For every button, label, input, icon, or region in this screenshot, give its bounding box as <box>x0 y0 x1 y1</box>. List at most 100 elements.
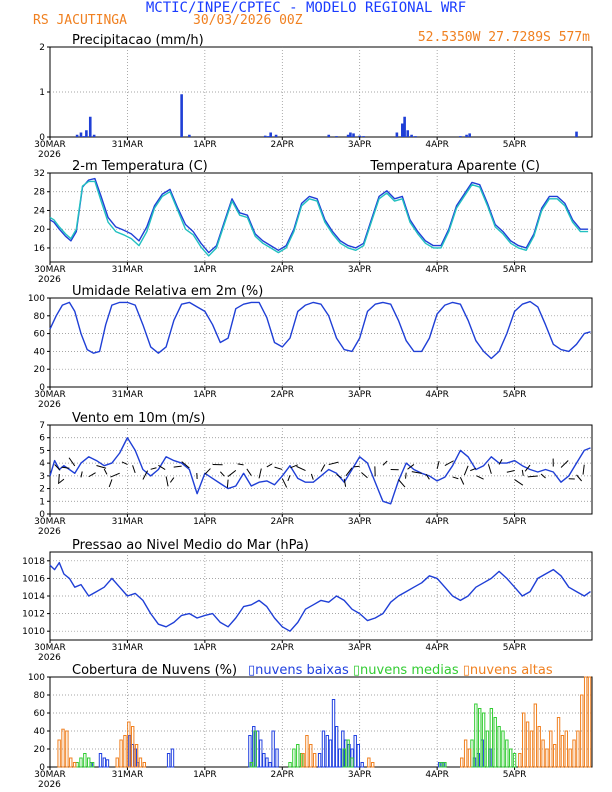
wind-vector <box>226 479 229 488</box>
wind-vector <box>258 468 262 479</box>
wind-vector <box>527 475 538 478</box>
cloud-bar-medias <box>474 703 478 768</box>
cloud-bar-altas <box>552 744 557 768</box>
cloud-bar-baixas <box>360 762 364 768</box>
wind-vector <box>514 479 524 486</box>
wind-vector <box>470 467 477 472</box>
wind-vector <box>281 478 288 488</box>
precip-bar <box>468 133 471 137</box>
x-year-label: 2026 <box>38 527 61 537</box>
x-tick-label: 5APR <box>503 643 527 653</box>
wind-vector <box>237 463 244 466</box>
cloud-bar-altas <box>522 712 526 768</box>
panel-umid: 30MAR 31MAR 1APR 2APR 3APR 4APR 5APR 2026 0 20 40 6… <box>28 284 593 410</box>
y-tick-label: 1010 <box>22 627 45 637</box>
cloud-bar-altas <box>305 735 309 768</box>
y-tick-label: 0 <box>39 133 45 143</box>
cloud-bar-altas <box>127 721 131 768</box>
wind-vector <box>345 467 353 477</box>
cloud-legend-item-1: ▯nuvens medias <box>349 663 459 678</box>
x-tick-label: 4APR <box>425 770 449 780</box>
cloud-bar-baixas <box>338 748 342 768</box>
wind-vector <box>343 478 347 487</box>
cloud-bar-medias <box>501 730 505 768</box>
wind-vector <box>540 473 546 479</box>
x-tick-label: 31MAR <box>112 643 144 653</box>
cloud-bar-baixas <box>328 739 333 768</box>
wind-vector <box>425 474 430 480</box>
cloud-bar-altas <box>463 739 468 768</box>
y-tick-label: 40 <box>34 727 46 737</box>
cloud-bar-medias <box>253 730 257 768</box>
cloud-bar-altas <box>115 757 119 768</box>
cloud-bar-baixas <box>353 735 357 768</box>
cloud-bar-altas <box>312 753 317 768</box>
cloud-bar-altas <box>576 730 580 768</box>
cloud-bar-medias <box>342 748 346 768</box>
wind-vector <box>80 471 83 478</box>
cloud-bar-altas <box>525 721 530 768</box>
cloud-bar-medias <box>90 762 95 768</box>
cloud-bar-altas <box>541 739 545 768</box>
wind-vector <box>266 463 273 468</box>
cloud-bar-medias <box>489 708 494 768</box>
legend-aparente: Temperatura Aparente (C) <box>369 159 540 174</box>
precip-bar <box>274 134 278 137</box>
cloud-bar-baixas <box>268 762 272 768</box>
cloud-bar-altas <box>529 730 534 768</box>
x-tick-label: 3APR <box>348 390 372 400</box>
series-line-vento <box>49 437 591 505</box>
wind-vector <box>61 466 70 469</box>
wind-vector <box>398 479 406 488</box>
x-tick-label: 4APR <box>425 643 449 653</box>
cloud-bar-altas <box>556 717 561 768</box>
cloud-bar-medias <box>443 762 447 768</box>
panel-title: Precipitacao (mm/h) <box>72 33 204 48</box>
cloud-bar-altas <box>545 748 549 768</box>
precip-bar <box>82 136 86 137</box>
y-tick-label: 1 <box>39 497 45 507</box>
precip-bar <box>346 134 350 137</box>
x-tick-label: 5APR <box>503 770 527 780</box>
panel-pressao: 30MAR 31MAR 1APR 2APR 3APR 4APR 5APR 2026 1010 10… <box>22 538 593 663</box>
wind-vector <box>68 457 76 467</box>
panel-title: 2-m Temperatura (C) <box>72 159 208 174</box>
precip-bar <box>180 94 183 137</box>
precip-bar <box>335 136 338 137</box>
cloud-bar-medias <box>485 730 490 768</box>
cloud-bar-baixas <box>331 699 336 768</box>
cloud-bar-altas <box>57 739 61 768</box>
cloud-bar-baixas <box>166 753 171 768</box>
wind-vector <box>452 476 459 480</box>
wind-vector <box>165 476 169 487</box>
cloud-bar-altas <box>61 728 65 768</box>
x-tick-label: 3APR <box>348 140 372 150</box>
cloud-bar-altas <box>142 762 147 768</box>
cloud-bar-medias <box>292 748 296 768</box>
x-tick-label: 2APR <box>270 770 294 780</box>
cloud-bar-baixas <box>170 748 175 768</box>
x-tick-label: 1APR <box>193 390 217 400</box>
y-tick-label: 0 <box>39 763 45 773</box>
wind-vector <box>103 468 108 475</box>
x-tick-label: 2APR <box>270 390 294 400</box>
y-tick-label: 1 <box>39 88 45 98</box>
cloud-bar-medias <box>509 748 513 768</box>
precip-bar <box>188 134 191 137</box>
panel-nuvens: 30MAR 31MAR 1APR 2APR 3APR 4APR 5APR 2026 0 20 40 6… <box>28 663 593 790</box>
cloud-bar-altas <box>309 744 313 768</box>
x-year-label: 2026 <box>38 653 61 663</box>
precip-bar <box>459 136 462 137</box>
cloud-bar-altas <box>65 730 69 768</box>
y-tick-label: 40 <box>34 347 46 357</box>
wind-vector <box>476 475 484 480</box>
cloud-bar-baixas <box>271 730 275 768</box>
cloud-bar-medias <box>87 757 91 768</box>
x-year-label: 2026 <box>38 780 61 790</box>
x-tick-label: 2APR <box>270 643 294 653</box>
y-tick-label: 32 <box>34 169 45 179</box>
precip-bar <box>410 134 413 137</box>
panel-frame <box>49 172 593 263</box>
wind-vector <box>150 467 157 470</box>
x-tick-label: 1APR <box>193 517 217 527</box>
